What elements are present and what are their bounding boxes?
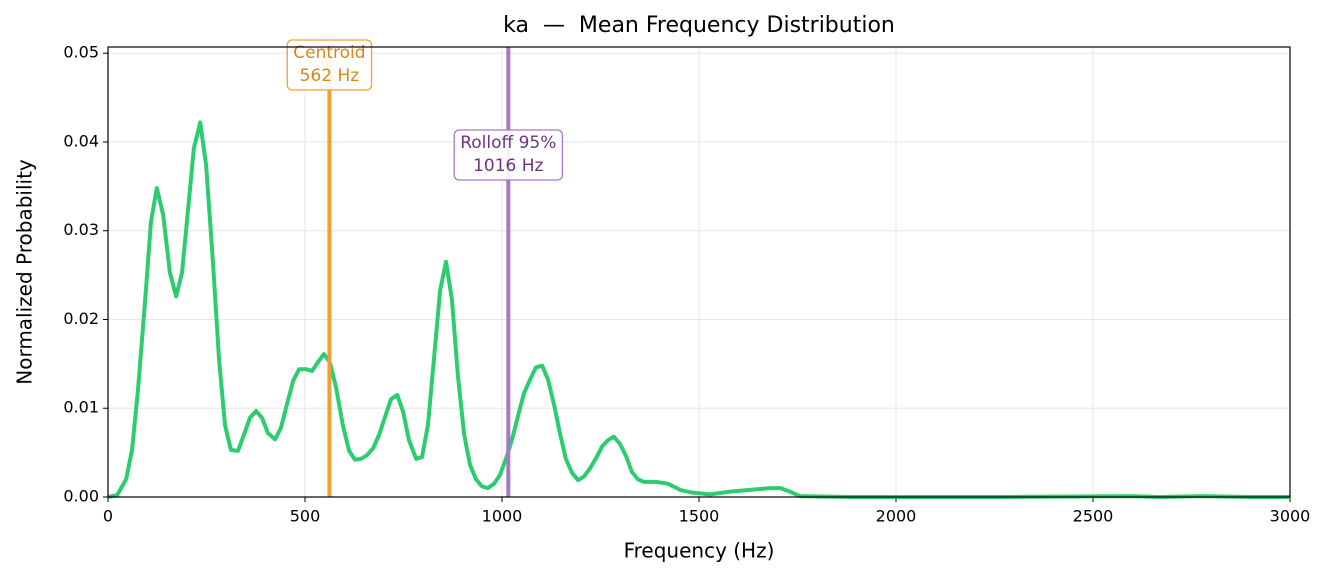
y-tick-label: 0.00 xyxy=(63,487,99,506)
y-tick-label: 0.05 xyxy=(63,43,99,62)
y-tick-label: 0.01 xyxy=(63,398,99,417)
annotation-text: 1016 Hz xyxy=(473,156,543,176)
x-tick-label: 0 xyxy=(103,507,113,526)
chart-title: ka — Mean Frequency Distribution xyxy=(503,13,895,38)
annotation: Rolloff 95% 1016 Hz xyxy=(453,129,564,181)
y-tick-label: 0.04 xyxy=(63,131,99,150)
annotation-box xyxy=(286,39,373,91)
annotation-text: Centroid xyxy=(293,43,365,63)
annotation-text: Rolloff 95% xyxy=(460,133,556,153)
x-tick-label: 2000 xyxy=(876,507,917,526)
x-tick-label: 3000 xyxy=(1270,507,1311,526)
y-tick-label: 0.03 xyxy=(63,220,99,239)
x-tick-label: 1500 xyxy=(679,507,720,526)
annotation: Centroid 562 Hz xyxy=(286,39,373,91)
annotation-box xyxy=(453,129,564,181)
x-tick-label: 1000 xyxy=(482,507,523,526)
x-axis-label: Frequency (Hz) xyxy=(624,539,775,563)
x-tick-label: 2500 xyxy=(1073,507,1114,526)
x-tick-label: 500 xyxy=(290,507,321,526)
y-axis-label: Normalized Probability xyxy=(13,159,37,385)
annotation-text: 562 Hz xyxy=(300,66,360,86)
plot-frame xyxy=(107,46,1291,498)
y-tick-label: 0.02 xyxy=(63,309,99,328)
data-line xyxy=(107,120,1290,499)
